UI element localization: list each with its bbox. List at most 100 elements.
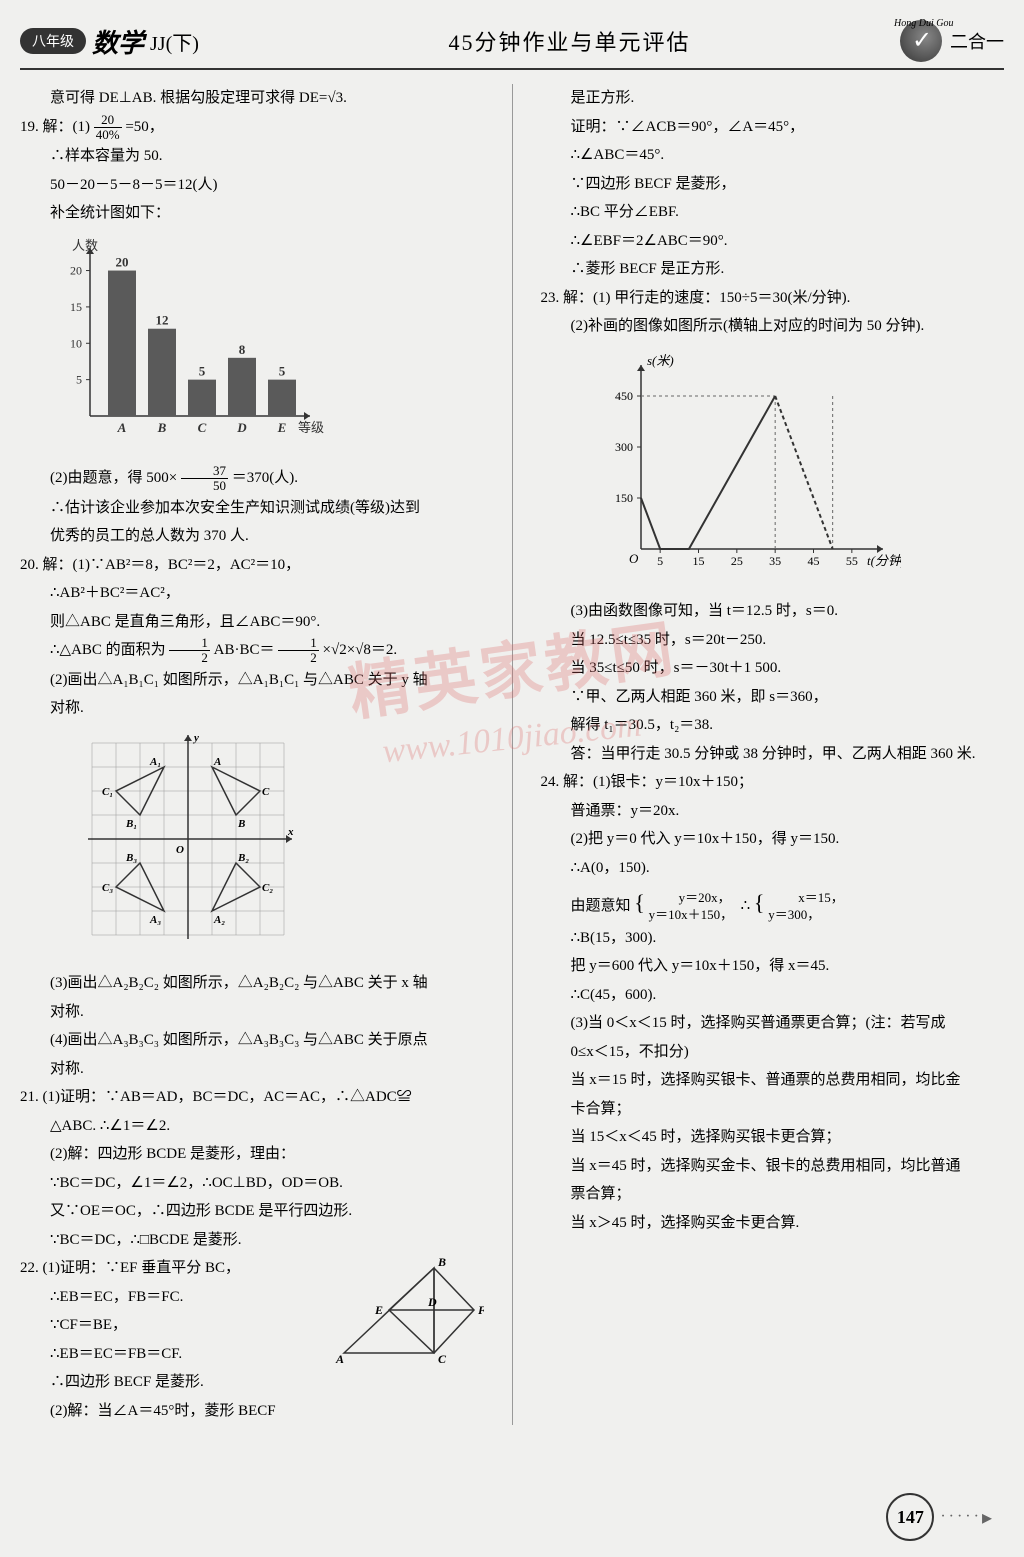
svg-text:150: 150: [615, 491, 633, 505]
text-line: 由题意知 { y＝20x， y＝10x＋150， ∴ { x＝15， y＝300…: [541, 882, 1005, 924]
svg-text:人数: 人数: [72, 238, 98, 253]
text-line: ∴∠ABC＝45°.: [541, 141, 1005, 170]
svg-text:y: y: [192, 732, 199, 744]
text-line: ∴样本容量为 50.: [20, 142, 484, 171]
content-columns: 意可得 DE⊥AB. 根据勾股定理可求得 DE=√3. 19. 解：(1) 20…: [20, 84, 1004, 1425]
q19-header: 19. 解：(1) 20 40% =50，: [20, 113, 484, 143]
svg-text:E: E: [277, 420, 287, 435]
text-line: 24. 解：(1)银卡：y＝10x＋150；: [541, 768, 1005, 797]
text-line: (2)解：当∠A＝45°时，菱形 BECF: [20, 1397, 484, 1426]
svg-text:45: 45: [807, 554, 819, 568]
svg-text:等级: 等级: [298, 420, 324, 435]
text-line: ∴B(15，300).: [541, 924, 1005, 953]
grid-diagram: yxOACBA₁C₁B₁A₂C₂B₂A₃C₃B₃: [80, 731, 484, 962]
text-line: 当 x＝45 时，选择购买金卡、银卡的总费用相同，均比普通: [541, 1152, 1005, 1181]
svg-text:O: O: [629, 551, 639, 566]
svg-text:A₁: A₁: [149, 756, 161, 768]
text-line: 补全统计图如下：: [20, 199, 484, 228]
svg-text:B: B: [157, 420, 167, 435]
column-divider: [512, 84, 513, 1425]
page-number-area: 147 ····· ▸: [886, 1493, 992, 1541]
text-line: (2)补画的图像如图所示(横轴上对应的时间为 50 分钟).: [541, 312, 1005, 341]
bar-chart-svg: 510152020A12B5C8D5E人数等级: [50, 236, 330, 446]
text-line: ∴△ABC 的面积为 12 AB·BC＝ 12 ×√2×√8＝2.: [20, 636, 484, 666]
svg-text:B₂: B₂: [237, 852, 249, 864]
text-line: 又∵OE＝OC，∴四边形 BCDE 是平行四边形.: [20, 1197, 484, 1226]
dots-decoration: ·····: [940, 1508, 982, 1526]
svg-text:A: A: [213, 756, 221, 768]
svg-text:C: C: [198, 420, 207, 435]
svg-text:B: B: [437, 1258, 446, 1269]
svg-text:20: 20: [116, 254, 129, 269]
text-line: ∴AB²＋BC²＝AC²，: [20, 579, 484, 608]
svg-text:A₂: A₂: [213, 914, 225, 926]
text-line: ∵BC＝DC，∴□BCDE 是菱形.: [20, 1226, 484, 1255]
text-line: 卡合算；: [541, 1095, 1005, 1124]
text-line: 解得 t₁＝30.5，t₂＝38.: [541, 711, 1005, 740]
text-line: 优秀的员工的总人数为 370 人.: [20, 522, 484, 551]
svg-text:8: 8: [239, 341, 246, 356]
text-line: 0≤x＜15，不扣分): [541, 1038, 1005, 1067]
svg-text:A: A: [117, 420, 127, 435]
svg-text:B₃: B₃: [125, 852, 137, 864]
text-line: ∵BC＝DC，∠1＝∠2，∴OC⊥BD，OD＝OB.: [20, 1169, 484, 1198]
svg-text:D: D: [236, 420, 247, 435]
svg-text:10: 10: [70, 336, 82, 350]
text-line: 对称.: [20, 998, 484, 1027]
text-line: (2)画出△A₁B₁C₁ 如图所示，△A₁B₁C₁ 与△ABC 关于 y 轴: [20, 666, 484, 695]
svg-text:B: B: [237, 818, 245, 830]
grade-badge: 八年级: [20, 28, 86, 54]
svg-text:5: 5: [279, 363, 286, 378]
logo-script: Hong Dui Gou: [894, 18, 954, 29]
svg-text:s(米): s(米): [647, 353, 674, 368]
text-line: 当 x＞45 时，选择购买金卡更合算.: [541, 1209, 1005, 1238]
svg-text:C₃: C₃: [102, 882, 113, 894]
svg-text:15: 15: [70, 300, 82, 314]
svg-text:15: 15: [692, 554, 704, 568]
text-line: (3)画出△A₂B₂C₂ 如图所示，△A₂B₂C₂ 与△ABC 关于 x 轴: [20, 969, 484, 998]
fraction: 12: [169, 636, 210, 666]
text-line: 把 y＝600 代入 y＝10x＋150，得 x＝45.: [541, 952, 1005, 981]
text-line: 证明：∵∠ACB＝90°，∠A＝45°，: [541, 113, 1005, 142]
svg-text:x: x: [287, 826, 294, 838]
text-line: ∴∠EBF＝2∠ABC＝90°.: [541, 227, 1005, 256]
text-line: 当 15＜x＜45 时，选择购买银卡更合算；: [541, 1123, 1005, 1152]
triangle-diagram: ABCEFD: [334, 1258, 484, 1379]
text-line: (4)画出△A₃B₃C₃ 如图所示，△A₃B₃C₃ 与△ABC 关于原点: [20, 1026, 484, 1055]
combo-label: 二合一: [950, 28, 1004, 54]
svg-text:A: A: [335, 1352, 344, 1366]
text-line: (2)把 y＝0 代入 y＝10x＋150，得 y＝150.: [541, 825, 1005, 854]
svg-text:5: 5: [76, 372, 82, 386]
line-chart-svg: 15030045051525354555s(米)t(分钟)O: [601, 349, 901, 579]
svg-text:D: D: [427, 1295, 437, 1309]
svg-text:20: 20: [70, 263, 82, 277]
text-line: 票合算；: [541, 1180, 1005, 1209]
right-column: 是正方形. 证明：∵∠ACB＝90°，∠A＝45°， ∴∠ABC＝45°. ∵四…: [541, 84, 1005, 1425]
text-line: (3)由函数图像可知，当 t＝12.5 时，s＝0.: [541, 597, 1005, 626]
text-line: ∵甲、乙两人相距 360 米，即 s＝360，: [541, 683, 1005, 712]
svg-text:t(分钟): t(分钟): [867, 553, 901, 568]
text-line: 21. (1)证明：∵AB＝AD，BC＝DC，AC＝AC，∴△ADC≌: [20, 1083, 484, 1112]
text-line: 20. 解：(1)∵AB²＝8，BC²＝2，AC²＝10，: [20, 551, 484, 580]
svg-text:12: 12: [156, 312, 169, 327]
text-line: 则△ABC 是直角三角形，且∠ABC＝90°.: [20, 608, 484, 637]
text-line: 对称.: [20, 694, 484, 723]
left-column: 意可得 DE⊥AB. 根据勾股定理可求得 DE=√3. 19. 解：(1) 20…: [20, 84, 484, 1425]
page-number: 147: [886, 1493, 934, 1541]
svg-text:450: 450: [615, 389, 633, 403]
fraction: 20 40%: [94, 113, 122, 143]
text-line: ∴估计该企业参加本次安全生产知识测试成绩(等级)达到: [20, 494, 484, 523]
fraction: 37 50: [181, 464, 228, 494]
svg-text:300: 300: [615, 440, 633, 454]
svg-text:35: 35: [769, 554, 781, 568]
triangle-diagram-svg: ABCEFD: [334, 1258, 484, 1368]
text-line: 答：当甲行走 30.5 分钟或 38 分钟时，甲、乙两人相距 360 米.: [541, 740, 1005, 769]
text-line: ∵四边形 BECF 是菱形，: [541, 170, 1005, 199]
svg-text:E: E: [374, 1303, 383, 1317]
book-title: 45分钟作业与单元评估: [239, 25, 900, 57]
text-line: ∴C(45，600).: [541, 981, 1005, 1010]
svg-text:C: C: [262, 786, 270, 798]
svg-text:A₃: A₃: [149, 914, 161, 926]
svg-text:55: 55: [845, 554, 857, 568]
text-line: 意可得 DE⊥AB. 根据勾股定理可求得 DE=√3.: [20, 84, 484, 113]
